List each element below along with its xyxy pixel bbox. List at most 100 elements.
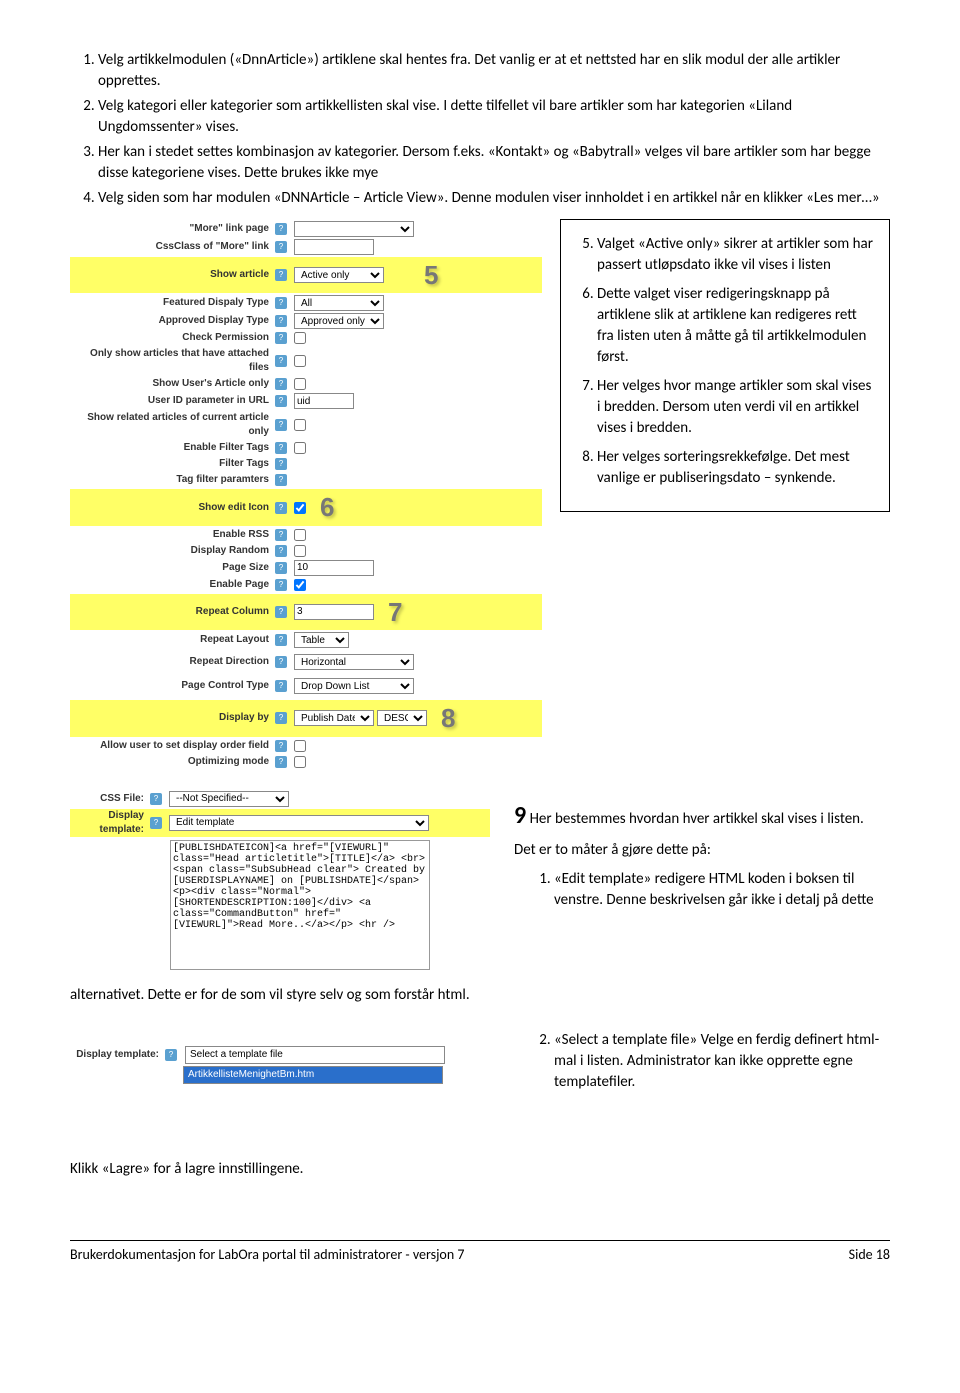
featured-type-select[interactable]: All bbox=[294, 295, 384, 311]
label-more-link-page: "More" link page bbox=[70, 222, 275, 236]
approved-type-select[interactable]: Approved only bbox=[294, 313, 384, 329]
repeat-direction-select[interactable]: Horizontal bbox=[294, 654, 414, 670]
display-random-checkbox[interactable] bbox=[294, 545, 306, 557]
section9-option1: «Edit template» redigere HTML koden i bo… bbox=[554, 869, 890, 911]
label-filter-tags: Filter Tags bbox=[70, 457, 275, 471]
enable-filter-tags-checkbox[interactable] bbox=[294, 442, 306, 454]
enable-page-checkbox[interactable] bbox=[294, 579, 306, 591]
help-icon[interactable]: ? bbox=[275, 223, 287, 235]
help-icon[interactable]: ? bbox=[275, 529, 287, 541]
help-icon[interactable]: ? bbox=[275, 355, 287, 367]
label-check-permission: Check Permission bbox=[70, 331, 275, 345]
help-icon[interactable]: ? bbox=[275, 297, 287, 309]
label-featured-type: Featured Dispaly Type bbox=[70, 296, 275, 310]
label-userid-param: User ID parameter in URL bbox=[70, 394, 275, 408]
display-template-select[interactable]: Edit template bbox=[169, 815, 429, 831]
section9-option2: «Select a template file» Velge en ferdig… bbox=[554, 1030, 890, 1093]
help-icon[interactable]: ? bbox=[275, 634, 287, 646]
template-dropdown-block: Display template:? Select a template fil… bbox=[70, 1044, 490, 1084]
label-optimizing-mode: Optimizing mode bbox=[70, 755, 275, 769]
only-attached-checkbox[interactable] bbox=[294, 355, 306, 367]
related-only-checkbox[interactable] bbox=[294, 419, 306, 431]
explain-item-7: Her velges hvor mange artikler som skal … bbox=[597, 376, 873, 439]
help-icon[interactable]: ? bbox=[275, 656, 287, 668]
show-article-select[interactable]: Active only bbox=[294, 267, 384, 283]
help-icon[interactable]: ? bbox=[275, 269, 287, 281]
help-icon[interactable]: ? bbox=[275, 442, 287, 454]
footer-left: Brukerdokumentasjon for LabOra portal ti… bbox=[70, 1245, 464, 1265]
label-allow-user-order: Allow user to set display order field bbox=[70, 739, 275, 753]
template-file-select[interactable]: Select a template file bbox=[185, 1046, 445, 1064]
label-related-only: Show related articles of current article… bbox=[70, 411, 275, 439]
help-icon[interactable]: ? bbox=[275, 474, 287, 486]
help-icon[interactable]: ? bbox=[275, 332, 287, 344]
user-article-only-checkbox[interactable] bbox=[294, 378, 306, 390]
instruction-item-4: Velg siden som har modulen «DNNArticle –… bbox=[98, 188, 890, 209]
help-icon[interactable]: ? bbox=[275, 562, 287, 574]
repeat-column-input[interactable] bbox=[294, 604, 374, 620]
display-by-field-select[interactable]: Publish Date bbox=[294, 710, 374, 726]
label-page-size: Page Size bbox=[70, 561, 275, 575]
instruction-item-3: Her kan i stedet settes kombinasjon av k… bbox=[98, 142, 890, 184]
display-by-order-select[interactable]: DESC bbox=[377, 710, 427, 726]
label-enable-filter-tags: Enable Filter Tags bbox=[70, 441, 275, 455]
explain-item-5: Valget «Active only» sikrer at artikler … bbox=[597, 234, 873, 276]
help-icon[interactable]: ? bbox=[275, 315, 287, 327]
lagre-text: Klikk «Lagre» for å lagre innstillingene… bbox=[70, 1159, 890, 1180]
show-edit-icon-checkbox[interactable] bbox=[294, 502, 306, 514]
help-icon[interactable]: ? bbox=[275, 606, 287, 618]
template-file-option-selected[interactable]: ArtikkellisteMenighetBm.htm bbox=[183, 1066, 443, 1084]
css-file-select[interactable]: --Not Specified-- bbox=[169, 791, 289, 807]
help-icon[interactable]: ? bbox=[165, 1049, 177, 1061]
help-icon[interactable]: ? bbox=[275, 712, 287, 724]
help-icon[interactable]: ? bbox=[275, 241, 287, 253]
label-display-random: Display Random bbox=[70, 544, 275, 558]
help-icon[interactable]: ? bbox=[275, 680, 287, 692]
label-repeat-direction: Repeat Direction bbox=[70, 655, 275, 669]
help-icon[interactable]: ? bbox=[275, 502, 287, 514]
page-size-input[interactable] bbox=[294, 560, 374, 576]
page-control-type-select[interactable]: Drop Down List bbox=[294, 678, 414, 694]
label-only-attached: Only show articles that have attached fi… bbox=[70, 347, 275, 375]
enable-rss-checkbox[interactable] bbox=[294, 529, 306, 541]
repeat-layout-select[interactable]: Table bbox=[294, 632, 349, 648]
help-icon[interactable]: ? bbox=[275, 740, 287, 752]
explain-item-8: Her velges sorteringsrekkefølge. Det mes… bbox=[597, 447, 873, 489]
help-icon[interactable]: ? bbox=[275, 419, 287, 431]
page-footer: Brukerdokumentasjon for LabOra portal ti… bbox=[70, 1240, 890, 1265]
label-user-article-only: Show User's Article only bbox=[70, 377, 275, 391]
label-tag-filter-params: Tag filter paramters bbox=[70, 473, 275, 487]
section9-option1b: alternativet. Dette er for de som vil st… bbox=[70, 985, 890, 1006]
help-icon[interactable]: ? bbox=[275, 395, 287, 407]
instruction-item-1: Velg artikkelmodulen («DnnArticle») arti… bbox=[98, 50, 890, 92]
help-icon[interactable]: ? bbox=[275, 756, 287, 768]
section9-lead: 9 Her bestemmes hvordan hver artikkel sk… bbox=[514, 799, 890, 833]
instruction-item-2: Velg kategori eller kategorier som artik… bbox=[98, 96, 890, 138]
help-icon[interactable]: ? bbox=[150, 817, 162, 829]
label-cssclass-more: CssClass of "More" link bbox=[70, 240, 275, 254]
label-display-by: Display by bbox=[70, 711, 275, 725]
instruction-list: Velg artikkelmodulen («DnnArticle») arti… bbox=[70, 50, 890, 209]
help-icon[interactable]: ? bbox=[275, 545, 287, 557]
allow-user-order-checkbox[interactable] bbox=[294, 740, 306, 752]
settings-form: "More" link page? CssClass of "More" lin… bbox=[70, 221, 542, 769]
label-page-control-type: Page Control Type bbox=[70, 679, 275, 693]
help-icon[interactable]: ? bbox=[275, 458, 287, 470]
label-enable-page: Enable Page bbox=[70, 578, 275, 592]
label-show-article: Show article bbox=[70, 268, 275, 282]
help-icon[interactable]: ? bbox=[150, 793, 162, 805]
section9-p2: Det er to måter å gjøre dette på: bbox=[514, 840, 890, 861]
userid-param-input[interactable] bbox=[294, 393, 354, 409]
callout-9: 9 bbox=[514, 801, 526, 830]
check-permission-checkbox[interactable] bbox=[294, 332, 306, 344]
help-icon[interactable]: ? bbox=[275, 378, 287, 390]
optimizing-mode-checkbox[interactable] bbox=[294, 756, 306, 768]
callout-8: 8 bbox=[441, 700, 455, 736]
label-repeat-layout: Repeat Layout bbox=[70, 633, 275, 647]
label-display-template: Display template: bbox=[70, 809, 150, 837]
template-textarea[interactable] bbox=[170, 840, 430, 970]
help-icon[interactable]: ? bbox=[275, 579, 287, 591]
more-link-page-select[interactable] bbox=[294, 221, 414, 237]
callout-6: 6 bbox=[320, 489, 334, 525]
cssclass-more-input[interactable] bbox=[294, 239, 374, 255]
